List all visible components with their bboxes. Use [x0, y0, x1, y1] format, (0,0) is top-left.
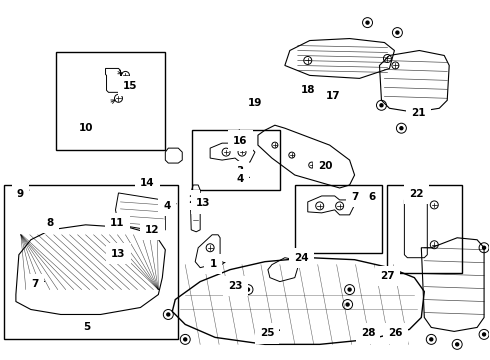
Bar — [388, 185, 462, 273]
Circle shape — [400, 127, 403, 130]
Circle shape — [184, 338, 187, 341]
Text: 6: 6 — [368, 192, 375, 202]
Text: 15: 15 — [123, 81, 138, 91]
Bar — [56, 53, 165, 150]
Text: 7: 7 — [31, 279, 44, 289]
Circle shape — [380, 104, 383, 107]
Text: 8: 8 — [46, 218, 54, 228]
Bar — [295, 185, 383, 253]
Text: 7: 7 — [351, 192, 359, 202]
Text: 4: 4 — [163, 201, 176, 211]
Text: 2: 2 — [188, 195, 195, 205]
Text: 13: 13 — [196, 198, 211, 208]
Text: 27: 27 — [380, 271, 395, 281]
Text: 26: 26 — [388, 328, 403, 338]
Bar — [4, 185, 178, 339]
Text: 11: 11 — [110, 218, 124, 228]
Text: 21: 21 — [411, 108, 425, 118]
Text: 4: 4 — [237, 174, 249, 184]
Circle shape — [430, 338, 433, 341]
Text: 12: 12 — [145, 225, 160, 235]
Circle shape — [348, 288, 351, 291]
Text: 1: 1 — [210, 259, 225, 269]
Text: 14: 14 — [140, 178, 155, 188]
Text: 23: 23 — [228, 281, 243, 291]
Circle shape — [167, 313, 170, 316]
Circle shape — [246, 288, 249, 291]
Circle shape — [483, 333, 486, 336]
Text: 10: 10 — [79, 123, 94, 133]
Circle shape — [456, 343, 459, 346]
Text: 18: 18 — [301, 85, 316, 95]
Text: 24: 24 — [294, 253, 308, 263]
Text: 17: 17 — [325, 91, 340, 101]
Text: 16: 16 — [233, 130, 247, 145]
Text: 13: 13 — [111, 248, 125, 258]
Text: 19: 19 — [247, 98, 262, 108]
Text: 22: 22 — [410, 189, 424, 199]
Circle shape — [346, 303, 349, 306]
Text: 9: 9 — [17, 189, 29, 199]
Circle shape — [396, 31, 399, 34]
Text: 3: 3 — [237, 166, 244, 176]
Text: 20: 20 — [318, 161, 333, 171]
Circle shape — [483, 246, 486, 249]
Text: 25: 25 — [260, 328, 280, 338]
Text: 5: 5 — [83, 322, 90, 332]
Circle shape — [366, 21, 369, 24]
Text: 28: 28 — [361, 328, 375, 338]
Bar — [192, 130, 280, 190]
